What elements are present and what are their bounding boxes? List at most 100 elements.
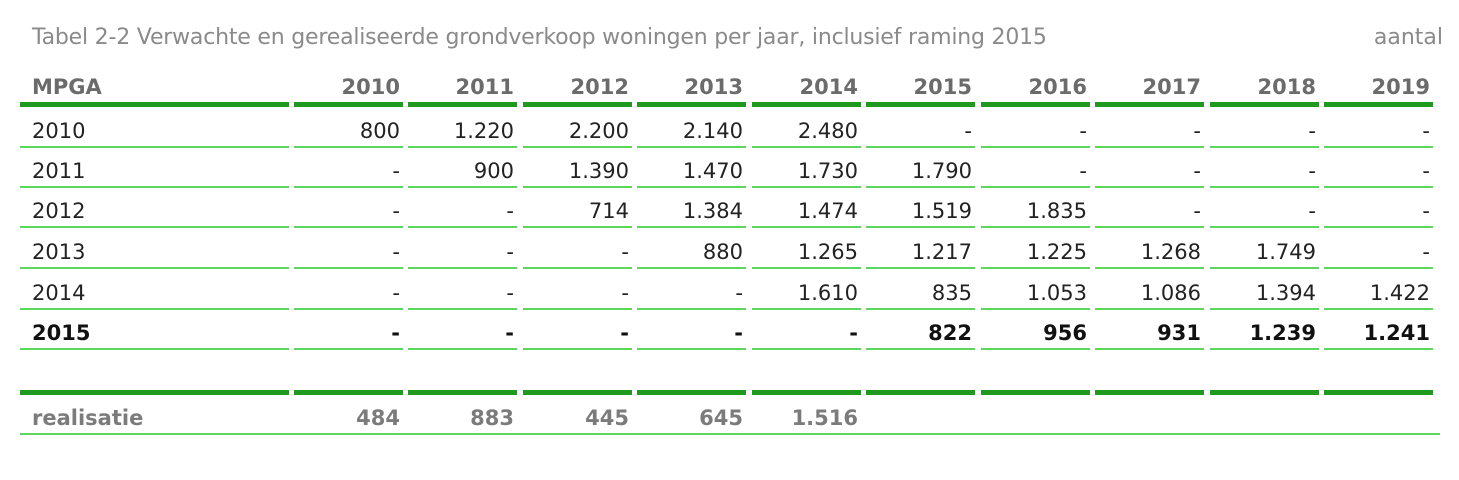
section-rule [408,390,517,395]
row-rule [20,186,289,188]
row-rule [637,226,746,228]
row-label-cell: 2011 [32,159,86,183]
row-rule [408,186,517,188]
section-rule [20,390,289,395]
value-cell: 1.390 [568,159,629,183]
section-rule [294,390,403,395]
value-cell: 1.394 [1255,281,1316,305]
value-cell: 2017 [1142,75,1201,99]
value-cell: - [735,281,743,305]
value-cell [1095,402,1204,434]
value-cell: 1.749 [1255,240,1316,264]
row-rule [1324,186,1433,188]
row-rule [1095,267,1204,269]
value-cell: - [1422,119,1430,143]
row-rule [408,267,517,269]
value-cell: 883 [470,406,514,430]
row-rule [866,348,975,350]
row-rule [20,348,289,350]
row-rule [1210,226,1319,228]
row-label-cell: realisatie [32,406,144,430]
value-cell: - [1422,199,1430,223]
value-cell: 2.200 [568,119,629,143]
value-cell: 2013 [684,75,743,99]
row-rule [1210,308,1319,310]
value-cell: 1.730 [797,159,858,183]
value-cell: 2.140 [682,119,743,143]
value-cell: - [734,321,743,345]
value-cell: - [392,240,400,264]
value-cell: 1.239 [1249,321,1316,345]
row-rule [20,308,289,310]
bottom-rule [20,433,1440,435]
row-label-cell: 2012 [32,199,86,223]
realisatie-row: realisatie 484 883 445 645 1.516 [0,402,1459,442]
row-rule [294,226,403,228]
value-cell: 1.217 [911,240,972,264]
value-cell: 1.422 [1369,281,1430,305]
value-cell: 2.480 [797,119,858,143]
value-cell: 1.268 [1140,240,1201,264]
row-rule [752,226,861,228]
value-cell: - [1308,199,1316,223]
value-cell: 484 [356,406,400,430]
value-cell: 1.790 [911,159,972,183]
value-cell: 800 [359,119,400,143]
value-cell [1210,402,1319,434]
value-cell: 1.610 [797,281,858,305]
row-rule [981,146,1090,148]
value-cell: 1.053 [1026,281,1087,305]
header-rule [294,102,403,107]
row-rule [752,146,861,148]
value-cell: 2010 [341,75,400,99]
row-rule [523,267,632,269]
row-label-cell: MPGA [32,75,102,99]
row-rule [20,226,289,228]
row-rule [981,267,1090,269]
value-cell: 1.835 [1026,199,1087,223]
value-cell: - [1422,240,1430,264]
value-cell: 1.265 [797,240,858,264]
header-rule [1095,102,1204,107]
header-row: MPGA 2010 2011 2012 2013 2014 2015 2016 2017 2018… [0,71,1459,111]
row-rule [752,308,861,310]
value-cell: 2015 [913,75,972,99]
row-rule [294,308,403,310]
value-cell: 835 [931,281,972,305]
row-rule [408,348,517,350]
value-cell: 1.470 [682,159,743,183]
value-cell: - [849,321,858,345]
header-rule [981,102,1090,107]
section-rule [752,390,861,395]
section-rule [1324,390,1433,395]
value-cell: - [392,199,400,223]
row-label-cell: 2014 [32,281,86,305]
row-rule [866,186,975,188]
table-row: 2015 - - - - - 822 956 931 1.239 1.241 [0,317,1459,357]
value-cell: 445 [585,406,629,430]
value-cell: 2011 [455,75,514,99]
row-label-cell: 2015 [32,321,91,345]
row-rule [523,308,632,310]
row-rule [981,348,1090,350]
table-title: Tabel 2-2 Verwachte en gerealiseerde gro… [32,25,1047,50]
value-cell: 714 [588,199,629,223]
row-rule [408,226,517,228]
value-cell [866,402,975,434]
row-rule [1324,348,1433,350]
header-rule [20,102,289,107]
value-cell: - [621,281,629,305]
row-rule [637,146,746,148]
value-cell: - [506,281,514,305]
value-cell: - [1193,199,1201,223]
value-cell: - [1308,159,1316,183]
value-cell: - [964,119,972,143]
row-rule [1210,186,1319,188]
value-cell: - [1079,159,1087,183]
row-rule [637,186,746,188]
value-cell: 1.516 [791,406,858,430]
row-rule [294,267,403,269]
row-rule [866,146,975,148]
value-cell: 1.384 [682,199,743,223]
section-rule [1095,390,1204,395]
